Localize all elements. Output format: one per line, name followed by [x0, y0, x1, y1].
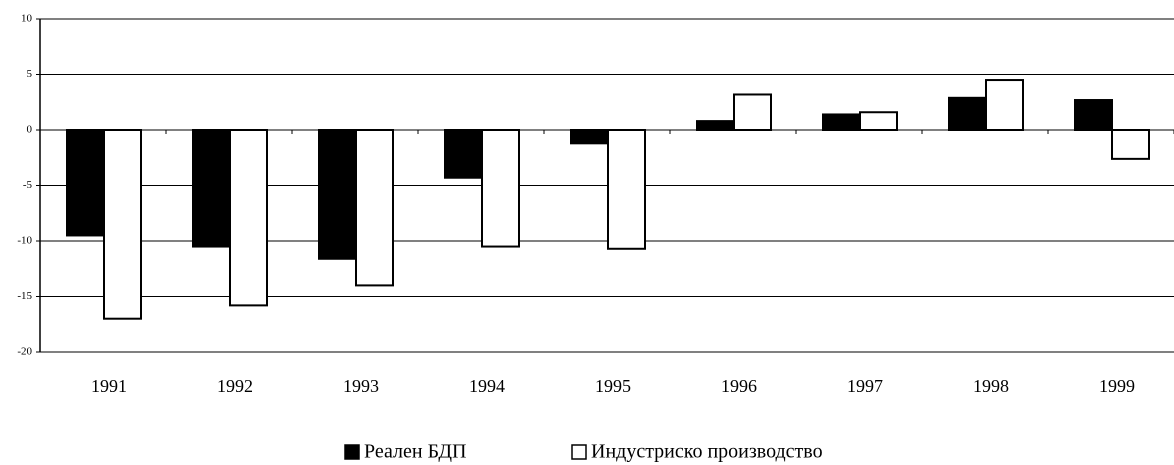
- bar: [66, 129, 105, 237]
- y-tick-label: -15: [17, 290, 32, 302]
- bar: [985, 79, 1024, 132]
- bar: [607, 129, 646, 250]
- y-tick-label: -5: [23, 179, 33, 191]
- x-tick-label: 1998: [973, 376, 1009, 396]
- x-tick-label: 1997: [847, 376, 883, 396]
- x-tick-label: 1991: [91, 376, 127, 396]
- y-tick-label: -20: [17, 346, 32, 358]
- y-tick-label: 10: [21, 13, 33, 25]
- bar: [1074, 99, 1113, 131]
- bar: [822, 113, 861, 131]
- bar: [1111, 129, 1150, 160]
- x-tick-label: 1996: [721, 376, 757, 396]
- bar: [355, 129, 394, 287]
- x-tick-label: 1994: [469, 376, 505, 396]
- x-tick-label: 1993: [343, 376, 379, 396]
- bar: [229, 129, 268, 307]
- legend-label: Реален БДП: [364, 441, 466, 463]
- y-tick-label: 5: [27, 68, 33, 80]
- bar: [733, 93, 772, 132]
- bar: [481, 129, 520, 248]
- y-tick-label: 0: [27, 124, 33, 136]
- legend-label: Индустриско производство: [591, 441, 823, 463]
- legend-swatch: [344, 444, 360, 460]
- x-tick-label: 1999: [1099, 376, 1135, 396]
- x-tick-label: 1995: [595, 376, 631, 396]
- bar: [192, 129, 231, 248]
- bar: [103, 129, 142, 320]
- bar: [444, 129, 483, 179]
- y-tick-label: -10: [17, 235, 32, 247]
- x-tick-label: 1992: [217, 376, 253, 396]
- bar: [570, 129, 609, 145]
- bar: [318, 129, 357, 260]
- bar: [859, 111, 898, 131]
- bar: [948, 96, 987, 131]
- bar: [696, 120, 735, 132]
- legend-swatch: [571, 444, 587, 460]
